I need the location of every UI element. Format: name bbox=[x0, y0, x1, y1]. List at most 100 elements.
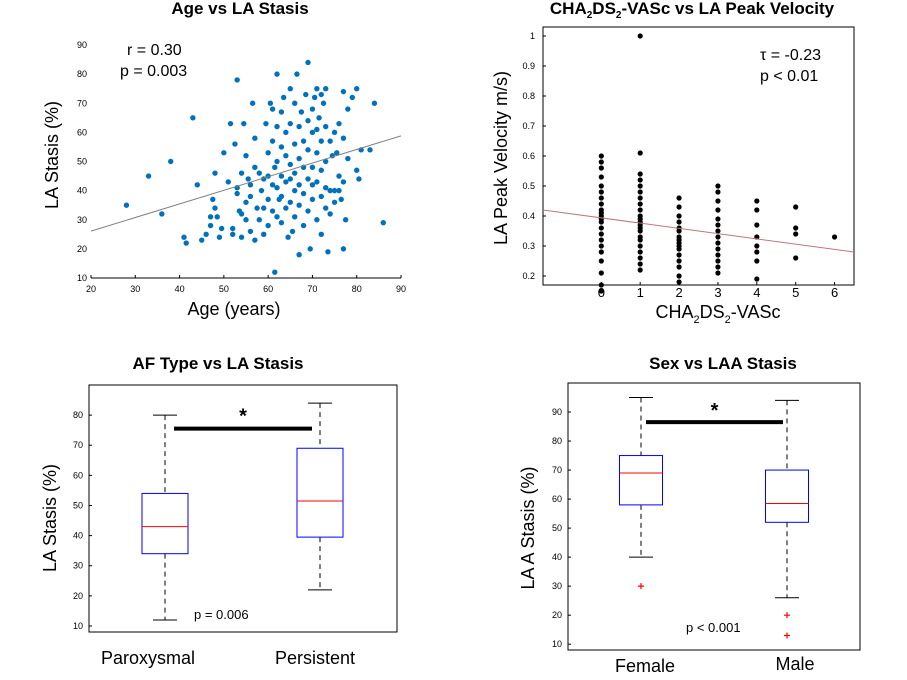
data-point bbox=[283, 205, 289, 211]
data-point bbox=[234, 77, 240, 83]
data-point bbox=[598, 237, 604, 243]
data-point bbox=[793, 231, 799, 237]
interquartile-box bbox=[296, 447, 344, 538]
chart-title: AF Type vs LA Stasis bbox=[133, 354, 304, 373]
data-point bbox=[715, 240, 721, 246]
data-point bbox=[274, 123, 280, 130]
data-point bbox=[305, 59, 311, 66]
data-point bbox=[292, 141, 298, 147]
data-point bbox=[305, 208, 311, 214]
significance-marker: * bbox=[646, 400, 783, 425]
data-point bbox=[336, 187, 342, 194]
data-point bbox=[267, 100, 274, 106]
data-point bbox=[715, 183, 721, 189]
data-point bbox=[243, 152, 249, 159]
data-point bbox=[715, 216, 721, 222]
data-point bbox=[637, 234, 643, 240]
category-label: Male bbox=[775, 654, 814, 674]
data-point bbox=[309, 196, 316, 203]
title-subscript: 2 bbox=[616, 10, 622, 21]
data-point bbox=[218, 225, 225, 232]
data-point bbox=[831, 234, 838, 240]
xlabel-part: CHA bbox=[656, 302, 694, 322]
data-point bbox=[287, 199, 293, 205]
data-point bbox=[331, 199, 338, 205]
data-point bbox=[340, 246, 347, 252]
y-tick-label: 0.3 bbox=[522, 241, 535, 251]
data-point bbox=[274, 214, 280, 220]
data-point bbox=[676, 258, 682, 264]
x-tick-label: 1 bbox=[637, 285, 644, 300]
data-point bbox=[278, 173, 285, 179]
data-point bbox=[715, 234, 721, 240]
data-point bbox=[754, 207, 760, 213]
data-point bbox=[598, 183, 604, 189]
data-point bbox=[309, 182, 316, 188]
data-point bbox=[292, 214, 298, 220]
data-point bbox=[210, 196, 216, 203]
y-tick-label: 0.2 bbox=[522, 271, 535, 281]
data-point bbox=[194, 182, 200, 188]
data-point bbox=[338, 196, 344, 203]
data-point bbox=[256, 217, 262, 223]
data-point bbox=[325, 249, 331, 255]
title-part: DS bbox=[592, 0, 616, 18]
y-axis-label: LA Peak Velocity m/s) bbox=[491, 71, 511, 245]
x-axis-label: CHA2DS2-VASc bbox=[656, 302, 781, 326]
data-point bbox=[323, 205, 329, 211]
box-plots bbox=[141, 402, 344, 621]
data-point bbox=[269, 138, 276, 144]
y-tick-label: 0.7 bbox=[522, 121, 535, 131]
data-point bbox=[274, 185, 280, 191]
xlabel-subscript: 2 bbox=[725, 314, 731, 326]
data-point bbox=[265, 150, 271, 156]
data-point bbox=[318, 138, 324, 144]
y-axis-label: LA Stasis (%) bbox=[42, 101, 62, 209]
title-part: -VASc vs LA Peak Velocity bbox=[621, 0, 834, 18]
data-point bbox=[715, 198, 721, 204]
data-point bbox=[637, 243, 643, 249]
x-ticks: 20 30 40 50 60 70 80 90 bbox=[86, 275, 406, 294]
data-point bbox=[598, 243, 604, 249]
data-point bbox=[637, 249, 643, 255]
data-point bbox=[287, 85, 293, 92]
data-point bbox=[303, 91, 309, 98]
y-tick-label: 30 bbox=[77, 215, 87, 225]
data-point bbox=[336, 173, 342, 179]
data-point bbox=[323, 185, 329, 191]
data-point bbox=[245, 176, 251, 182]
data-point bbox=[793, 204, 799, 210]
data-point bbox=[318, 91, 324, 98]
data-point bbox=[292, 100, 298, 106]
data-point bbox=[247, 182, 254, 188]
data-point bbox=[314, 85, 320, 92]
category-label: Persistent bbox=[275, 648, 355, 668]
y-tick-label: 50 bbox=[552, 523, 562, 533]
data-points bbox=[123, 59, 386, 275]
data-point bbox=[598, 159, 604, 165]
data-point bbox=[252, 237, 258, 243]
plot-frame bbox=[567, 382, 861, 651]
box-plots bbox=[619, 397, 809, 639]
y-tick-label: 20 bbox=[552, 610, 562, 620]
interquartile-box bbox=[765, 469, 809, 523]
data-point bbox=[367, 147, 373, 153]
data-point bbox=[598, 174, 604, 180]
data-points bbox=[598, 33, 838, 294]
significance-marker: * bbox=[174, 406, 312, 431]
data-point bbox=[318, 167, 324, 173]
data-point bbox=[342, 217, 349, 223]
data-point bbox=[183, 240, 189, 246]
data-point bbox=[598, 153, 604, 159]
p-value-label: p = 0.006 bbox=[194, 607, 249, 622]
data-point bbox=[715, 246, 721, 252]
data-point bbox=[294, 71, 300, 77]
y-tick-label: 1 bbox=[530, 31, 535, 41]
data-point bbox=[793, 255, 799, 261]
data-point bbox=[292, 187, 298, 194]
data-point bbox=[637, 261, 643, 267]
data-point bbox=[214, 214, 220, 220]
interquartile-box bbox=[619, 455, 663, 506]
data-point bbox=[261, 205, 267, 211]
y-tick-label: 90 bbox=[552, 407, 562, 417]
